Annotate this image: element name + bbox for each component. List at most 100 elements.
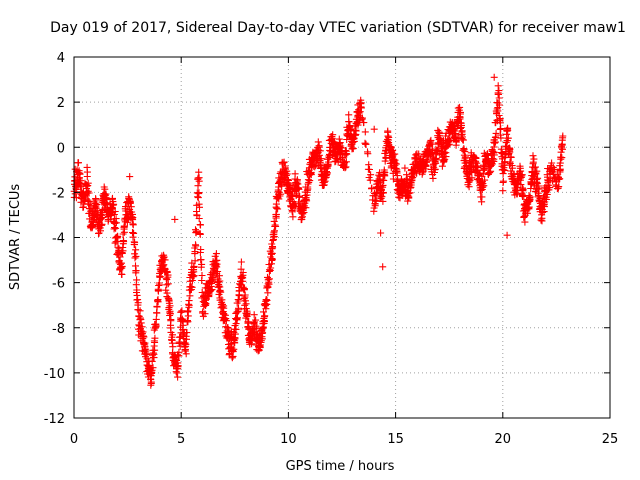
data-point <box>171 215 179 223</box>
data-point <box>120 222 128 230</box>
data-point <box>516 162 524 170</box>
data-point <box>185 297 193 305</box>
data-point <box>311 163 319 171</box>
grid-lines <box>74 57 610 418</box>
data-point <box>148 357 156 365</box>
x-axis-label: GPS time / hours <box>286 459 395 474</box>
data-point <box>314 138 322 146</box>
data-point <box>92 196 100 204</box>
data-point <box>360 119 368 126</box>
data-point <box>504 134 512 142</box>
x-tick-label: 5 <box>177 432 185 447</box>
data-point <box>385 134 393 141</box>
data-point <box>77 177 84 185</box>
data-point <box>216 277 224 285</box>
data-point <box>518 171 526 179</box>
data-point <box>92 202 100 210</box>
y-tick-label: -4 <box>52 232 65 247</box>
data-point <box>191 248 199 256</box>
data-point <box>438 143 446 151</box>
data-point <box>503 231 511 239</box>
data-point <box>134 306 142 314</box>
data-point <box>235 292 243 300</box>
data-point <box>296 192 303 200</box>
data-point <box>381 169 389 176</box>
data-point <box>220 304 228 312</box>
data-point <box>415 150 423 158</box>
data-point <box>361 128 369 136</box>
data-point <box>370 125 378 133</box>
data-point <box>74 159 82 167</box>
data-point <box>427 140 435 148</box>
x-axis-ticks: 0 5 10 15 20 25 <box>70 57 618 447</box>
data-point <box>174 373 182 381</box>
data-point <box>537 216 545 224</box>
data-point <box>349 145 357 153</box>
data-point <box>291 170 299 178</box>
y-axis-ticks: 4 2 0 -2 -4 -6 -8 -10 -12 <box>44 51 610 427</box>
data-point <box>150 354 158 362</box>
data-point <box>519 185 527 193</box>
data-point <box>126 173 134 181</box>
data-point <box>367 171 375 179</box>
data-point <box>132 267 140 275</box>
data-point <box>357 104 365 112</box>
data-point <box>530 155 538 163</box>
data-point <box>212 257 220 265</box>
data-point <box>508 164 516 172</box>
data-point <box>342 150 350 158</box>
data-point <box>540 201 548 209</box>
data-point <box>272 212 280 220</box>
data-point <box>75 174 83 182</box>
data-point <box>258 335 266 343</box>
data-point <box>543 191 551 198</box>
data-point <box>316 147 324 155</box>
data-point <box>119 247 127 255</box>
data-point <box>130 229 138 237</box>
data-point <box>152 323 160 331</box>
data-point <box>235 304 242 312</box>
data-point <box>250 311 258 319</box>
data-point <box>243 309 251 317</box>
data-point <box>490 157 498 165</box>
y-tick-label: -8 <box>52 322 65 337</box>
data-point <box>118 262 126 270</box>
data-point <box>288 208 296 216</box>
data-point <box>472 155 480 162</box>
data-point <box>362 140 370 148</box>
data-point <box>495 101 503 109</box>
y-tick-label: -10 <box>44 367 65 382</box>
data-point <box>134 296 142 304</box>
data-point <box>494 107 502 115</box>
data-point <box>182 340 190 348</box>
data-point <box>198 272 206 279</box>
data-point <box>495 87 503 95</box>
data-point <box>379 263 387 271</box>
data-point <box>242 300 250 308</box>
data-point <box>195 177 203 185</box>
data-point <box>523 209 531 217</box>
data-point <box>275 195 283 203</box>
data-point <box>364 150 372 158</box>
data-point <box>270 230 278 238</box>
data-point <box>84 179 92 187</box>
data-point <box>253 324 261 332</box>
data-point <box>440 157 448 165</box>
data-point <box>355 109 363 117</box>
data-point <box>213 260 221 268</box>
data-point <box>76 170 84 178</box>
data-point <box>278 182 286 190</box>
data-point <box>499 187 507 195</box>
data-point <box>153 309 161 317</box>
data-point <box>317 155 325 163</box>
data-point <box>459 136 467 144</box>
data-point <box>151 346 159 354</box>
data-point <box>494 82 502 90</box>
data-point <box>289 213 297 221</box>
data-point <box>177 308 185 316</box>
data-point <box>84 196 92 204</box>
data-point <box>444 141 452 149</box>
data-point <box>162 286 170 294</box>
data-point <box>489 147 497 155</box>
